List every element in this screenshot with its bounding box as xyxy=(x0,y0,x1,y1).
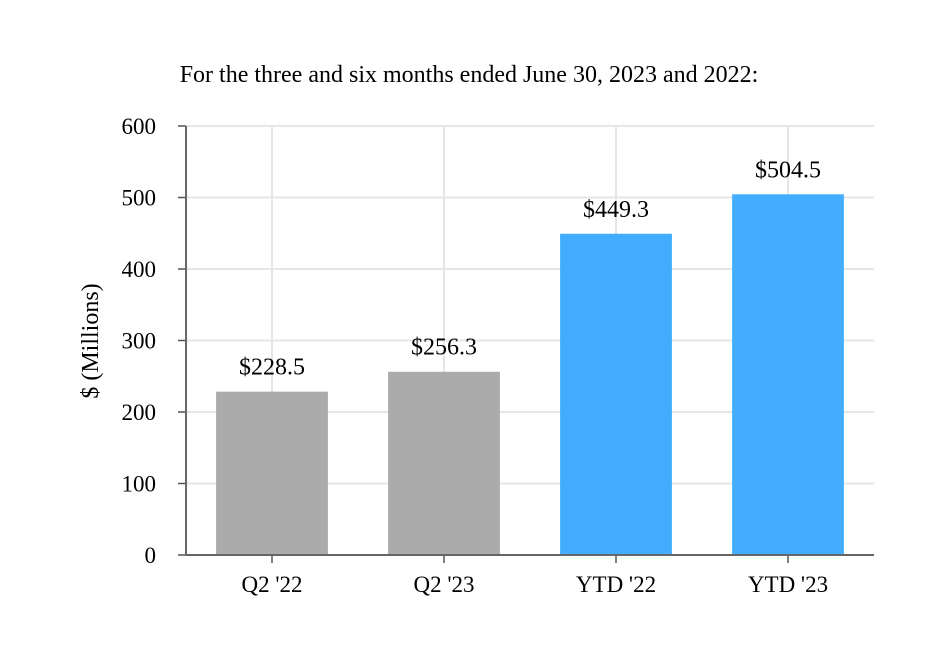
axes: 0 100 200 300 400 500 600 Q2 '22 Q2 '23 YTD '22 YT… xyxy=(122,114,874,597)
chart-title: For the three and six months ended June … xyxy=(180,62,759,88)
y-axis-label: $ (Millions) xyxy=(78,283,104,398)
bar xyxy=(732,194,844,555)
y-tick-label: 100 xyxy=(122,472,157,497)
x-tick-label: Q2 '22 xyxy=(241,572,302,597)
y-tick-label: 500 xyxy=(122,186,157,211)
bar xyxy=(388,371,500,555)
data-label: $504.5 xyxy=(755,157,821,183)
data-labels: $228.5 $256.3 $449.3 $504.5 xyxy=(239,157,821,380)
bars xyxy=(216,194,844,556)
data-label: $256.3 xyxy=(411,335,477,361)
y-tick-label: 300 xyxy=(122,329,157,354)
y-tick-label: 200 xyxy=(122,400,157,425)
x-tick-label: YTD '22 xyxy=(576,572,656,597)
data-label: $228.5 xyxy=(239,355,305,381)
x-tick-label: YTD '23 xyxy=(748,572,828,597)
y-tick-label: 600 xyxy=(122,114,157,139)
data-label: $449.3 xyxy=(583,197,649,223)
y-tick-label: 400 xyxy=(122,257,157,282)
bar xyxy=(216,391,328,555)
y-tick-label: 0 xyxy=(145,543,157,568)
x-tick-label: Q2 '23 xyxy=(413,572,474,597)
bar xyxy=(560,233,672,556)
